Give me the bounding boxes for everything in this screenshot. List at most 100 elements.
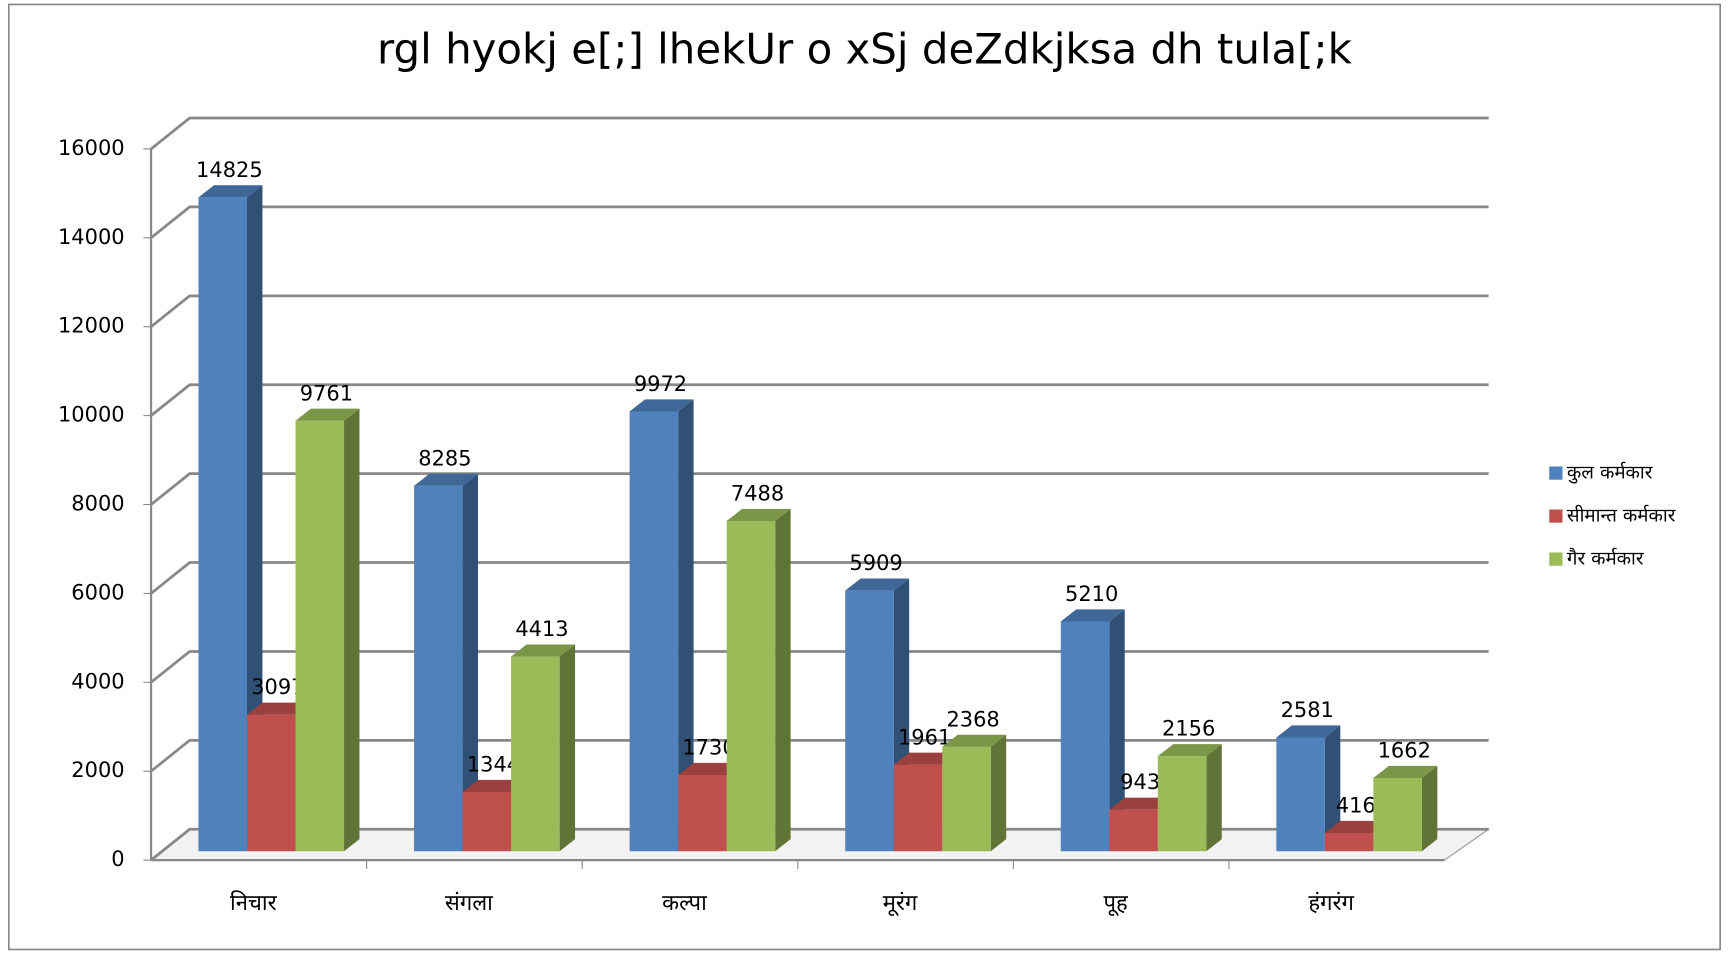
data-label: 1662 — [1378, 739, 1431, 763]
bar-top — [893, 752, 958, 765]
data-label: 5909 — [849, 551, 902, 575]
bar-side — [678, 399, 694, 852]
grid-line — [150, 205, 1489, 239]
data-label: 9761 — [300, 381, 353, 405]
bar — [1276, 725, 1341, 852]
grid-line — [150, 738, 1489, 773]
bar-front — [726, 521, 776, 852]
y-tick-label: 16000 — [58, 136, 125, 160]
y-tick-label: 2000 — [71, 758, 124, 782]
bar-top — [511, 644, 576, 657]
bar-front — [893, 764, 943, 852]
bar-top — [1109, 797, 1174, 810]
bar-top — [1157, 744, 1222, 757]
bar — [726, 508, 791, 852]
grid-line — [150, 294, 1489, 328]
bar-top — [295, 408, 360, 421]
legend-swatch — [1549, 552, 1563, 566]
grid-line — [150, 383, 1489, 417]
bar — [1373, 765, 1438, 852]
bar-front — [1109, 809, 1158, 852]
data-label: 943 — [1120, 770, 1160, 794]
data-label: 1961 — [898, 725, 951, 749]
bar-top — [462, 779, 527, 793]
bar — [414, 473, 479, 852]
bar-front — [414, 485, 463, 852]
grid-line — [150, 472, 1489, 506]
x-tick-label: निचार — [230, 890, 278, 916]
data-label: 2368 — [946, 707, 999, 731]
grid-line — [150, 650, 1489, 684]
bar-top — [678, 762, 743, 776]
bar-side — [559, 644, 576, 852]
legend-swatch — [1549, 466, 1563, 480]
y-tick-label: 10000 — [58, 403, 125, 427]
bar-front — [1373, 778, 1422, 852]
bar-front — [462, 792, 512, 852]
bar-top — [629, 399, 694, 412]
bar-front — [198, 197, 247, 852]
data-label: 2156 — [1162, 717, 1215, 741]
bar-side — [247, 185, 263, 852]
x-tick-label: संगला — [445, 891, 494, 916]
bar — [1157, 744, 1222, 852]
bar-top — [845, 578, 910, 591]
y-tick-label: 14000 — [58, 225, 125, 249]
bar-top — [198, 185, 263, 198]
bar-top — [414, 473, 479, 486]
x-tick-label: पूह — [1104, 891, 1130, 917]
data-label: 5210 — [1065, 582, 1118, 606]
bar — [511, 644, 576, 852]
bar-front — [629, 411, 679, 852]
bar-front — [247, 714, 296, 852]
bar-front — [295, 420, 345, 852]
x-tick-label: कल्पा — [662, 891, 708, 916]
bar-side — [462, 473, 479, 852]
bar-side — [1206, 744, 1222, 852]
legend-label: सीमान्त कर्मकार — [1567, 505, 1676, 527]
x-tick-label: हंगरंग — [1308, 891, 1354, 916]
bar-top — [1276, 725, 1341, 738]
legend-label: कुल कर्मकार — [1567, 462, 1653, 485]
bar — [1060, 609, 1125, 852]
bar-front — [942, 746, 991, 852]
bar — [942, 734, 1007, 852]
data-label: 7488 — [731, 482, 784, 506]
bar-front — [1276, 737, 1325, 852]
y-tick-label: 12000 — [58, 314, 125, 338]
bar-front — [511, 656, 560, 852]
data-label: 416 — [1336, 793, 1376, 817]
bar-top — [942, 734, 1007, 747]
data-label: 4413 — [515, 617, 568, 641]
bar-side — [1421, 765, 1438, 852]
grid-line — [150, 561, 1489, 595]
bar-side — [1324, 725, 1341, 852]
bar-top — [247, 702, 311, 715]
y-tick-label: 6000 — [71, 580, 124, 604]
grid-line — [150, 116, 1489, 150]
bar-front — [1157, 756, 1207, 852]
data-label: 9972 — [634, 372, 687, 396]
bar-top — [1060, 609, 1125, 622]
y-tick-label: 8000 — [71, 492, 124, 516]
bar-side — [344, 408, 360, 852]
grid-line — [150, 827, 1489, 862]
bar-top — [726, 508, 791, 522]
bar-front — [678, 775, 727, 852]
bar-side — [990, 734, 1007, 852]
data-label: 8285 — [418, 446, 471, 470]
data-label: 2581 — [1281, 698, 1334, 722]
y-tick-label: 4000 — [71, 669, 124, 693]
chart-title: rgl hyokj e[;] lhekUr o xSj deZdkjksa dh… — [377, 24, 1353, 73]
x-tick-label: मूरंग — [883, 891, 918, 917]
bar — [295, 408, 360, 852]
bar-top — [1373, 765, 1438, 779]
legend-label: गैर कर्मकार — [1567, 548, 1644, 570]
legend-swatch — [1549, 509, 1563, 523]
bar-side — [1109, 609, 1125, 852]
data-label: 14825 — [196, 158, 263, 182]
y-tick-label: 0 — [111, 847, 124, 871]
bar-front — [1060, 621, 1110, 852]
bar-front — [845, 590, 894, 852]
